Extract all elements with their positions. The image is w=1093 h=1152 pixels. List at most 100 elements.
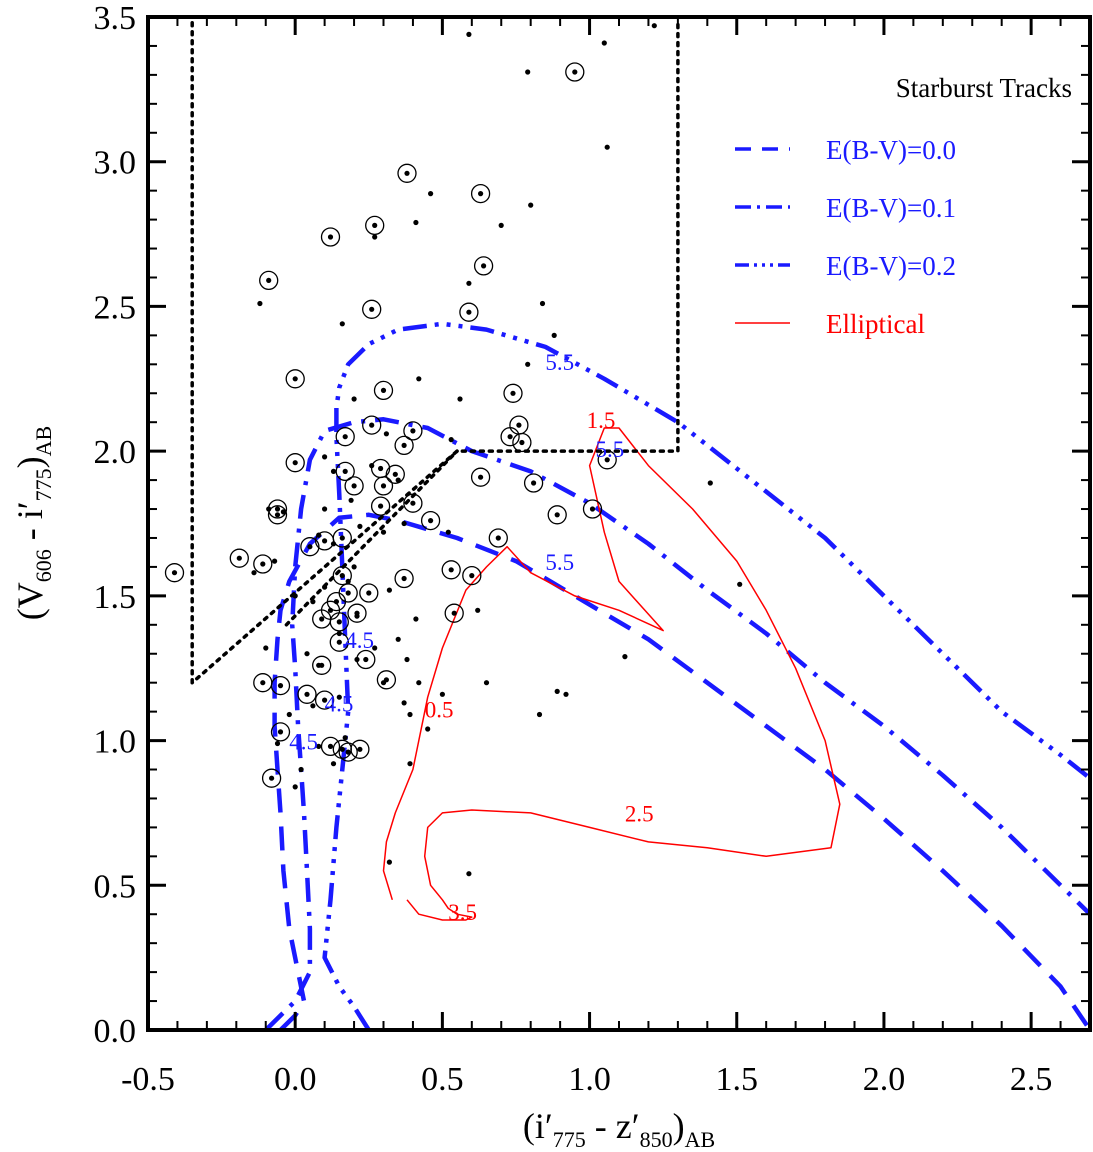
- data-point: [466, 280, 472, 286]
- track-age-label: 4.5: [345, 628, 374, 653]
- data-point: [366, 590, 372, 596]
- data-point: [260, 561, 266, 567]
- track-age-label: 5.5: [545, 350, 574, 375]
- y-tick-label: 0.0: [94, 1013, 137, 1050]
- track-age-label: 1.5: [587, 408, 616, 433]
- data-point: [401, 700, 407, 706]
- data-point: [425, 726, 431, 732]
- data-point-circle: [373, 380, 394, 401]
- track-age-label: 4.5: [289, 729, 318, 754]
- data-point: [369, 463, 375, 469]
- data-point-circle: [488, 528, 508, 548]
- data-point: [604, 457, 610, 463]
- data-point: [292, 593, 298, 599]
- data-point: [330, 468, 337, 474]
- data-point: [351, 564, 357, 570]
- data-point: [372, 222, 378, 228]
- track-lines: [190, 21, 1090, 1030]
- data-point-circle: [259, 270, 279, 291]
- x-axis-title-sub2: 850: [640, 1127, 673, 1152]
- data-point: [439, 691, 445, 697]
- data-point: [357, 746, 363, 752]
- data-point: [304, 691, 310, 697]
- legend-label: E(B-V)=0.0: [826, 135, 956, 165]
- data-point-circle: [470, 467, 491, 487]
- y-tick-label: 2.0: [94, 434, 137, 471]
- data-point: [322, 454, 328, 460]
- data-point: [251, 570, 257, 576]
- data-point-circle: [362, 299, 382, 319]
- data-point: [336, 639, 342, 645]
- data-point: [322, 506, 328, 512]
- x-axis-title-pre: (i′: [523, 1106, 553, 1146]
- data-point-circle: [335, 461, 355, 482]
- data-point: [604, 144, 610, 150]
- data-point: [292, 784, 298, 790]
- x-axis-title-sub1: 775: [553, 1127, 586, 1152]
- data-point-circle: [365, 215, 385, 236]
- data-point: [519, 439, 525, 446]
- data-point: [304, 651, 310, 657]
- data-point-circle: [503, 383, 523, 403]
- track-age-label: 3.5: [448, 900, 477, 925]
- y-tick-label: 1.5: [94, 579, 137, 616]
- data-point: [404, 656, 410, 663]
- y-axis-title: (V606 - i′775)AB: [10, 426, 56, 620]
- axes: -0.5 0.0 0.5 1.0 1.5 2.0 2.5 0.0 0.5 1.0 1.5 2.0 2.5…: [94, 0, 1091, 1098]
- data-point: [327, 743, 334, 750]
- x-tick-label: -0.5: [121, 1061, 175, 1098]
- data-point: [319, 616, 325, 622]
- data-point: [327, 607, 334, 613]
- data-point-circle: [523, 473, 544, 493]
- data-point-circle: [285, 369, 305, 389]
- data-point-circle: [376, 670, 397, 690]
- data-point: [363, 656, 369, 663]
- data-point: [260, 680, 266, 686]
- data-point: [466, 31, 472, 37]
- data-point: [478, 191, 484, 197]
- data-point: [483, 680, 490, 686]
- data-point: [413, 219, 419, 226]
- data-point: [171, 570, 178, 576]
- data-point: [330, 541, 337, 547]
- data-point: [563, 691, 569, 697]
- data-point-circle: [473, 256, 494, 276]
- data-point: [395, 477, 401, 483]
- data-point: [401, 442, 407, 448]
- data-point-circle: [267, 505, 288, 525]
- data-point-circle: [332, 528, 352, 548]
- track-age-label: 5.5: [596, 437, 625, 462]
- legend-label: E(B-V)=0.2: [826, 251, 956, 281]
- data-point: [395, 636, 401, 642]
- data-point: [445, 529, 451, 535]
- data-point: [327, 234, 334, 240]
- data-point: [378, 465, 384, 472]
- data-point: [274, 512, 281, 518]
- y-tick-label: 3.5: [94, 0, 137, 37]
- data-point-circle: [394, 568, 414, 589]
- data-point-circle: [320, 227, 341, 247]
- data-point: [286, 711, 292, 718]
- data-point: [536, 711, 543, 718]
- data-point: [525, 361, 531, 367]
- data-point: [554, 688, 560, 695]
- data-point: [407, 711, 413, 718]
- data-point-circle: [403, 493, 423, 513]
- x-tick-label: 2.5: [1010, 1061, 1053, 1098]
- data-point-circle: [512, 432, 532, 453]
- x-tick-label: 0.5: [421, 1061, 464, 1098]
- data-point: [551, 332, 557, 338]
- data-point: [589, 506, 596, 512]
- legend: Starburst Tracks E(B-V)=0.0 E(B-V)=0.1 E(B-…: [735, 73, 1072, 339]
- x-tick-label: 2.0: [863, 1061, 906, 1098]
- data-point-circle: [320, 736, 341, 757]
- data-point: [404, 170, 410, 176]
- data-point: [351, 483, 357, 489]
- y-axis-title-post: ): [10, 456, 50, 468]
- data-point: [336, 694, 342, 700]
- data-point: [369, 306, 375, 312]
- data-point-circle: [312, 655, 332, 675]
- x-tick-label: 0.0: [274, 1061, 317, 1098]
- data-point: [622, 654, 628, 660]
- data-point: [339, 321, 345, 327]
